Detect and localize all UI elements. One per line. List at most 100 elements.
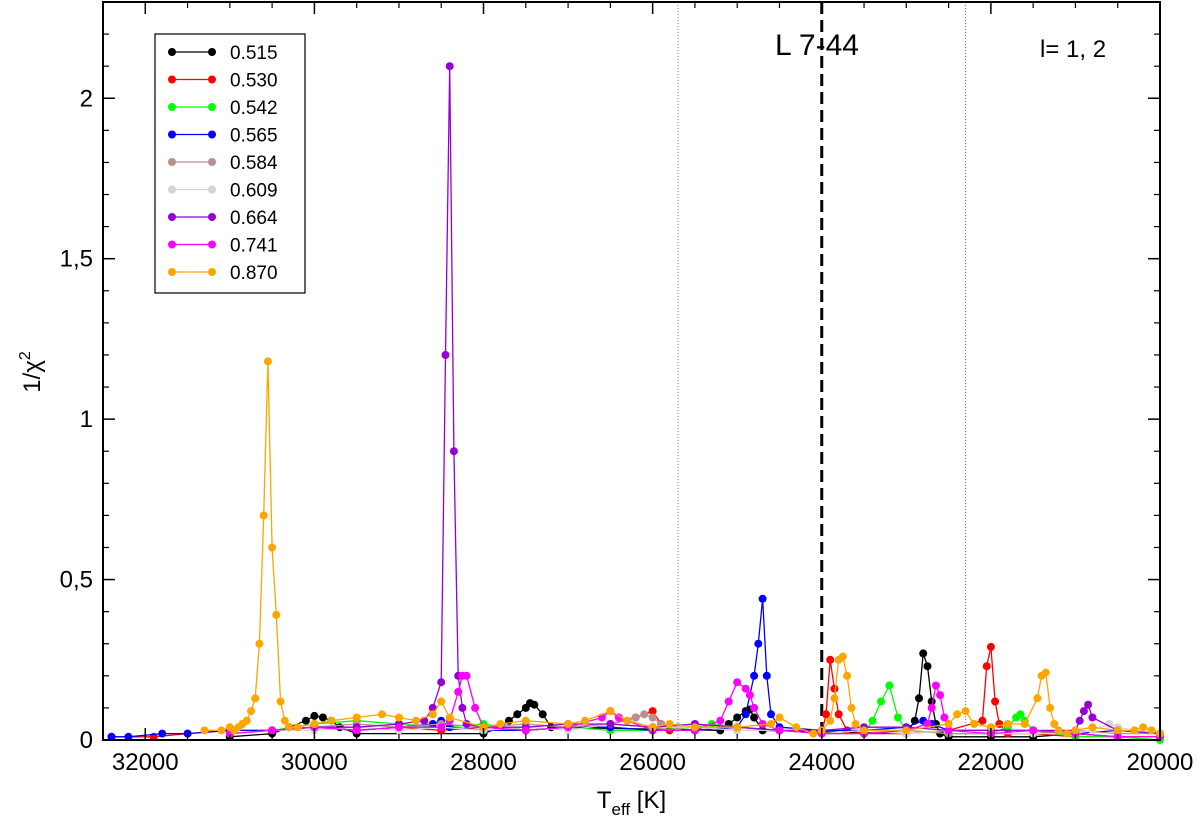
legend-label: 0.565 xyxy=(230,126,278,147)
data-point xyxy=(830,694,839,703)
data-point xyxy=(1033,694,1042,703)
data-point xyxy=(1016,710,1025,719)
data-point xyxy=(690,723,699,732)
data-point xyxy=(1020,720,1029,728)
data-point xyxy=(944,726,953,735)
data-point xyxy=(927,703,936,712)
legend-label: 0.741 xyxy=(230,236,278,257)
data-point xyxy=(310,711,319,720)
legend-swatch-marker xyxy=(168,213,176,221)
data-point xyxy=(792,723,801,732)
legend-item: 0.741 xyxy=(168,236,278,257)
data-point xyxy=(242,716,251,725)
data-point xyxy=(606,720,615,728)
data-point xyxy=(1003,720,1012,728)
data-point xyxy=(767,720,775,728)
y-tick-label: 0,5 xyxy=(60,567,93,594)
data-point xyxy=(733,723,742,732)
data-point xyxy=(936,691,945,700)
star-name-annotation: L 7-44 xyxy=(775,29,859,62)
data-point xyxy=(716,716,725,725)
data-point xyxy=(1075,716,1084,725)
data-point xyxy=(293,723,302,732)
data-point xyxy=(449,447,458,456)
data-point xyxy=(521,716,530,725)
data-point xyxy=(1139,723,1148,732)
data-point xyxy=(318,713,327,722)
data-point xyxy=(991,697,1000,706)
y-axis-title: 1/χ2 xyxy=(17,351,46,393)
legend-item: 0.584 xyxy=(168,153,278,174)
data-point xyxy=(327,716,336,725)
data-point xyxy=(1071,726,1080,735)
data-point xyxy=(263,357,272,366)
data-point xyxy=(750,713,759,722)
legend-item: 0.609 xyxy=(168,181,278,202)
data-point xyxy=(826,655,835,664)
data-point xyxy=(851,720,860,728)
data-point xyxy=(623,716,632,725)
data-point xyxy=(931,681,940,690)
data-point xyxy=(961,707,970,716)
legend-item: 0.542 xyxy=(168,98,278,119)
data-point xyxy=(986,723,995,732)
data-point xyxy=(1046,703,1055,712)
legend-label: 0.584 xyxy=(230,153,278,174)
legend-swatch-marker xyxy=(208,158,216,166)
axis-ticks: 32000 30000 28000 26000 24000 22000 20000 0 0,5 1… xyxy=(60,2,1194,776)
data-point xyxy=(1147,726,1156,735)
legend-swatch-marker xyxy=(168,48,176,56)
y-tick-label: 0 xyxy=(80,727,93,754)
legend-swatch-marker xyxy=(168,185,176,194)
data-point xyxy=(978,716,987,725)
legend-swatch-marker xyxy=(168,158,176,166)
data-point xyxy=(733,713,742,722)
data-point xyxy=(767,710,775,719)
reference-lines xyxy=(677,2,966,740)
y-tick-label: 1,5 xyxy=(60,246,93,273)
data-point xyxy=(724,697,733,706)
legend-item: 0.664 xyxy=(168,208,278,229)
legend-label: 0.542 xyxy=(230,98,278,119)
data-point xyxy=(513,710,522,719)
data-point xyxy=(395,713,403,722)
data-point xyxy=(1041,668,1050,677)
data-point xyxy=(280,716,289,725)
data-point xyxy=(437,723,446,732)
legend-item: 0.515 xyxy=(168,43,278,64)
data-point xyxy=(826,716,835,725)
data-point xyxy=(458,703,467,712)
data-point xyxy=(648,713,657,722)
data-point xyxy=(640,710,649,719)
data-point xyxy=(437,678,446,687)
data-point xyxy=(411,716,420,725)
legend-swatch-marker xyxy=(208,240,216,249)
legend-label: 0.870 xyxy=(230,263,278,284)
data-point xyxy=(158,729,167,738)
x-tick-label: 28000 xyxy=(450,749,517,776)
legend-swatch-marker xyxy=(208,213,216,221)
data-point xyxy=(893,713,902,722)
data-point xyxy=(428,703,437,712)
data-point xyxy=(750,671,759,680)
data-point xyxy=(648,723,657,732)
legend-swatch-marker xyxy=(168,75,176,84)
data-point xyxy=(445,713,454,722)
data-point xyxy=(775,713,784,722)
legend-swatch-marker xyxy=(168,103,176,111)
data-point xyxy=(272,610,281,619)
data-point xyxy=(847,703,856,712)
data-point xyxy=(648,707,657,716)
data-point xyxy=(564,720,573,728)
data-point xyxy=(614,713,623,722)
data-point xyxy=(1050,720,1059,728)
x-tick-label: 20000 xyxy=(1127,749,1194,776)
legend-swatch-marker xyxy=(208,268,216,276)
data-point xyxy=(301,716,310,725)
data-point xyxy=(762,671,771,680)
data-point xyxy=(940,713,949,722)
legend-swatch-marker xyxy=(168,240,176,249)
x-axis-label: Teff [K] xyxy=(597,787,666,819)
data-point xyxy=(860,726,868,735)
series-line xyxy=(229,713,1160,735)
